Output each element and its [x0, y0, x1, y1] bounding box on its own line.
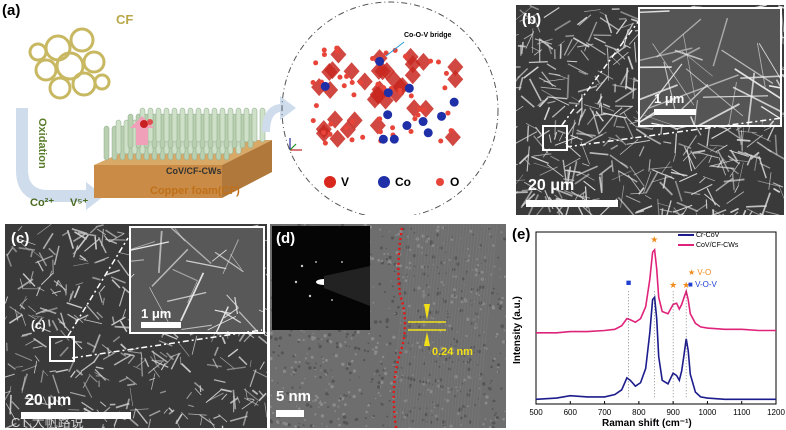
x-tick-label: 1100 — [733, 408, 751, 417]
x-axis-label: Raman shift (cm⁻¹) — [602, 418, 692, 429]
legend-series-1: Cr-CoV — [678, 232, 719, 239]
bridge-label: Co-O-V bridge — [404, 32, 452, 39]
x-tick-label: 700 — [598, 408, 612, 417]
film-label: CoV/CF-CWs — [166, 166, 222, 176]
foam-label: Copper foam(CF) — [150, 185, 240, 197]
nanowire-array — [103, 107, 266, 161]
scale-bar-c — [21, 412, 131, 419]
x-tick-label: 1000 — [699, 408, 717, 417]
boundary-dotted-line — [392, 227, 407, 428]
saed-inset — [272, 226, 370, 330]
x-tick-label: 1200 — [767, 408, 785, 417]
crystal-zoom-circle — [281, 1, 499, 215]
legend-v-text: V — [341, 175, 350, 189]
annotation-vov-symbol: ■ — [688, 280, 693, 289]
scale-text-b: 20 μm — [528, 177, 575, 194]
lattice-marker — [392, 227, 446, 428]
peak-marker: ★ — [669, 280, 677, 290]
panel-c-label: (c) — [11, 230, 30, 247]
panel-b-sem: 1 μm (b) 20 μm — [516, 5, 784, 215]
panel-e-raman: (e) 500 600 700 800 900 1000 1100 1200 ■ ★ ★ ★ Inte… — [508, 224, 786, 430]
legend-o-text: O — [450, 175, 460, 189]
schematic-synthesis — [16, 1, 499, 215]
legend-v-ball — [324, 176, 336, 188]
peak-marker: ★ — [650, 235, 658, 245]
inset-scale-bar-b — [654, 109, 696, 115]
cf-label: CF — [116, 12, 134, 27]
legend-co-text: Co — [395, 175, 411, 189]
watermark: CT 大帆路说 — [11, 415, 84, 428]
annotation-vov-text: V-O-V — [695, 280, 717, 289]
scale-text-d: 5 nm — [276, 388, 312, 405]
lattice-spacing-text: 0.24 nm — [432, 346, 473, 358]
copper-foam-slab-side — [222, 140, 272, 198]
series-line-2 — [536, 247, 776, 334]
panel-c-inset: 1 μm — [129, 226, 265, 334]
zoom-box-b — [542, 125, 568, 151]
legend-text-2: CoV/CF-CWs — [695, 242, 739, 249]
legend-series-2: CoV/CF-CWs — [678, 242, 738, 249]
y-axis-label: Intensity (a.u.) — [512, 296, 523, 364]
legend-co-ball — [378, 176, 390, 188]
annotation-vo-symbol: ★ — [688, 268, 696, 277]
legend-o-ball — [436, 178, 444, 186]
ion-v-label: V⁵⁺ — [70, 197, 89, 209]
panel-d-label: (d) — [276, 230, 296, 247]
copper-foam-slab-front — [94, 165, 222, 198]
panel-c-label-small: (c) — [31, 318, 46, 332]
crystal-arrow — [262, 96, 296, 132]
panel-a: (a) CF Oxid — [0, 0, 508, 215]
crystal-structure — [310, 45, 464, 148]
peak-marker: ★ — [682, 280, 690, 290]
x-tick-label: 500 — [529, 408, 543, 417]
copper-foam-illustration — [28, 27, 111, 100]
inset-scale-bar-c — [141, 322, 181, 328]
plot-frame — [535, 231, 777, 405]
panel-c-sem: 1 μm (c) (c) 20 μm CT 大帆路说 — [5, 224, 267, 428]
oxidation-label: Oxidation — [36, 118, 48, 169]
panel-d-hrtem: (d) 0.24 nm 5 nm — [270, 224, 506, 428]
legend-swatch-1 — [678, 234, 694, 237]
ion-co-label: Co²⁺ — [30, 197, 55, 209]
annotation-vov: ■ V-O-V — [688, 280, 717, 289]
scale-bar-d — [276, 410, 304, 417]
x-tick-label: 800 — [632, 408, 646, 417]
legend-text-1: Cr-CoV — [695, 232, 720, 239]
raman-chart: 500 600 700 800 900 1000 1100 1200■★★ ★ — [529, 231, 785, 417]
annotation-vo: ★ V-O — [688, 268, 711, 277]
legend-swatch-2 — [678, 244, 694, 247]
panel-e-label: (e) — [512, 226, 531, 243]
scale-bar-b — [526, 200, 618, 207]
oxidation-arrow — [16, 108, 104, 210]
series-line-1 — [535, 295, 776, 401]
x-tick-label: 900 — [666, 408, 680, 417]
axis-triad — [289, 138, 302, 151]
panel-a-label: (a) — [2, 2, 21, 19]
inset-scale-text-b: 1 μm — [654, 91, 685, 106]
panel-b-inset: 1 μm — [638, 7, 782, 127]
peak-marker: ■ — [626, 277, 631, 287]
panel-b-label: (b) — [522, 11, 542, 28]
annotation-vo-text: V-O — [697, 268, 712, 277]
x-tick-label: 600 — [564, 408, 578, 417]
inset-scale-text-c: 1 μm — [141, 306, 172, 321]
zoom-box-c — [49, 336, 75, 362]
scale-text-c: 20 μm — [25, 392, 72, 409]
